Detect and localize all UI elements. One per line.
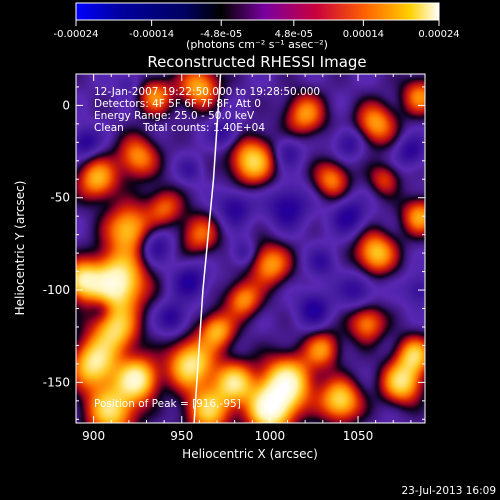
colorbar-tick-labels: -0.00024 -0.00014 -4.8e-05 4.8e-05 0.00014 0.… <box>54 29 460 40</box>
colorbar-tick-label: -0.00014 <box>129 29 174 40</box>
y-tick-label: -100 <box>43 283 70 297</box>
x-tick-label: 1000 <box>255 429 286 443</box>
colorbar: -0.00024 -0.00014 -4.8e-05 4.8e-05 0.00014 0.… <box>54 2 460 51</box>
colorbar-ticks <box>75 20 440 26</box>
plot-area: 900 950 1000 1050 0 -50 -100 -150 <box>43 73 426 443</box>
heatmap-image <box>76 74 425 423</box>
colorbar-tick-label: -4.8e-05 <box>200 29 242 40</box>
info-time: 12-Jan-2007 19:22:50.000 to 19:28:50.000 <box>94 86 320 98</box>
x-tick-label: 1050 <box>343 429 374 443</box>
info-energy: Energy Range: 25.0 - 50.0 keV <box>94 110 255 122</box>
x-tick-label: 900 <box>82 429 105 443</box>
info-clean: Clean <box>94 122 124 134</box>
x-tick-label: 950 <box>170 429 193 443</box>
y-tick-label: 0 <box>62 98 70 112</box>
x-axis-label: Heliocentric X (arcsec) <box>182 447 318 461</box>
chart-title: Reconstructed RHESSI Image <box>147 53 366 71</box>
solar-limb-curve <box>193 73 222 424</box>
colorbar-tick-label: -0.00024 <box>54 29 99 40</box>
y-axis-label: Heliocentric Y (arcsec) <box>13 181 27 316</box>
y-tick-label: -50 <box>50 191 70 205</box>
colorbar-tick-label: 0.00014 <box>343 29 384 40</box>
colorbar-gradient <box>75 2 440 21</box>
x-tick-labels: 900 950 1000 1050 <box>82 429 373 443</box>
colorbar-tick-label: 0.00024 <box>418 29 459 40</box>
colorbar-unit-label: (photons cm⁻² s⁻¹ asec⁻²) <box>186 38 328 51</box>
peak-position-label: Position of Peak = [916,-95] <box>94 398 241 410</box>
info-counts: Total counts: 1.40E+04 <box>142 122 265 134</box>
info-text: 12-Jan-2007 19:22:50.000 to 19:28:50.000… <box>94 86 320 134</box>
plot-frame <box>75 73 426 424</box>
colorbar-tick-label: 4.8e-05 <box>275 29 313 40</box>
y-tick-label: -150 <box>43 375 70 389</box>
info-detectors: Detectors: 4F 5F 6F 7F 8F, Att 0 <box>94 98 261 110</box>
y-tick-labels: 0 -50 -100 -150 <box>43 98 70 389</box>
footer-date: 23-Jul-2013 16:09 <box>401 485 496 497</box>
axis-ticks <box>75 74 425 423</box>
